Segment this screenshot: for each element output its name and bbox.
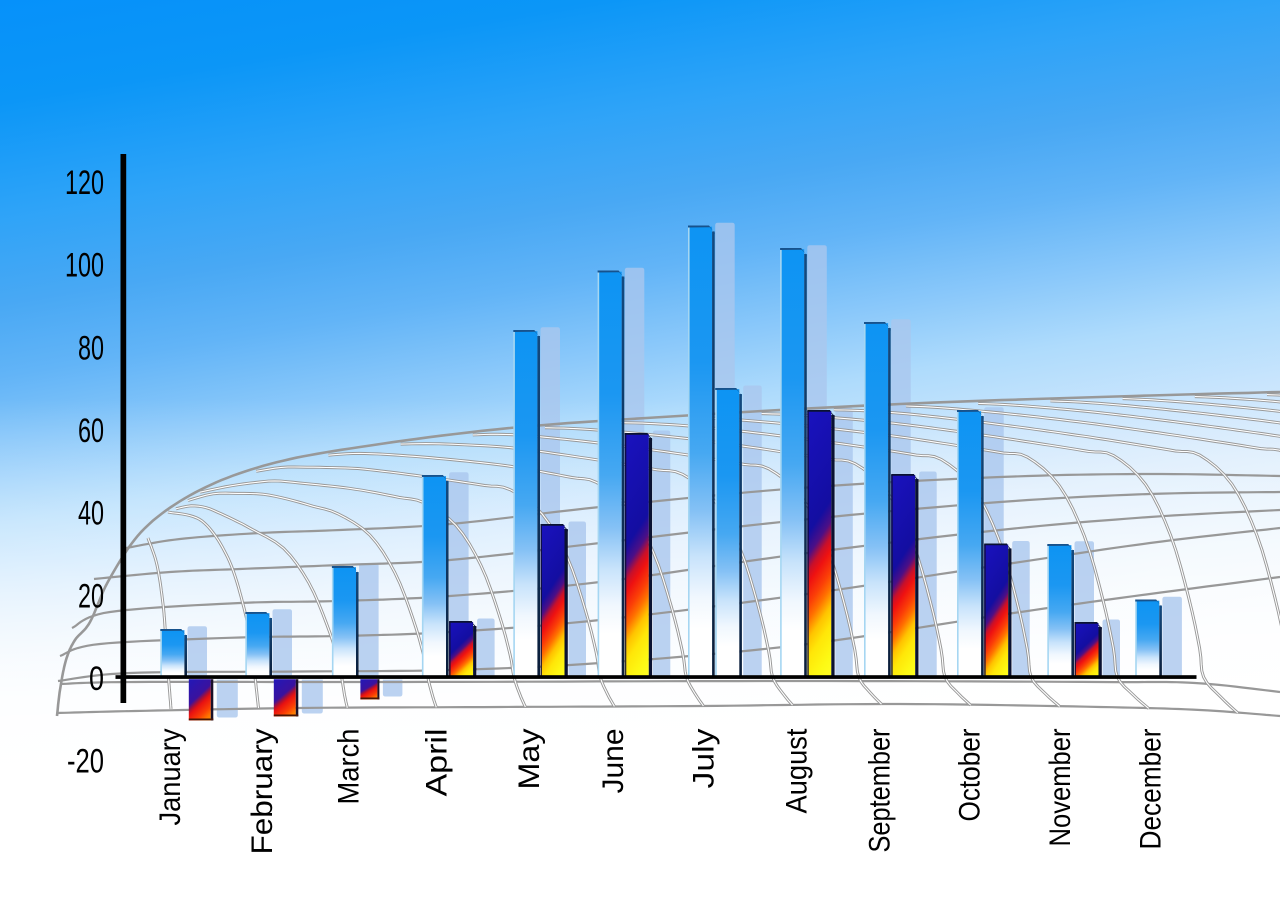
svg-text:120: 120 — [65, 164, 104, 202]
svg-text:March: March — [332, 729, 365, 805]
svg-text:June: June — [597, 729, 630, 794]
svg-text:August: August — [781, 728, 814, 814]
svg-text:0: 0 — [89, 660, 104, 698]
svg-text:July: July — [688, 729, 721, 789]
svg-text:60: 60 — [78, 412, 104, 450]
svg-text:September: September — [864, 728, 897, 852]
svg-text:December: December — [1135, 728, 1168, 849]
svg-text:April: April — [420, 729, 453, 797]
svg-text:-20: -20 — [67, 743, 104, 781]
svg-text:February: February — [246, 729, 279, 855]
svg-text:October: October — [954, 728, 987, 821]
svg-text:May: May — [513, 729, 546, 790]
svg-text:40: 40 — [78, 495, 104, 533]
svg-text:80: 80 — [78, 329, 104, 367]
svg-text:January: January — [154, 729, 187, 826]
svg-text:November: November — [1044, 728, 1077, 846]
svg-text:100: 100 — [65, 247, 104, 285]
svg-text:20: 20 — [78, 577, 104, 615]
